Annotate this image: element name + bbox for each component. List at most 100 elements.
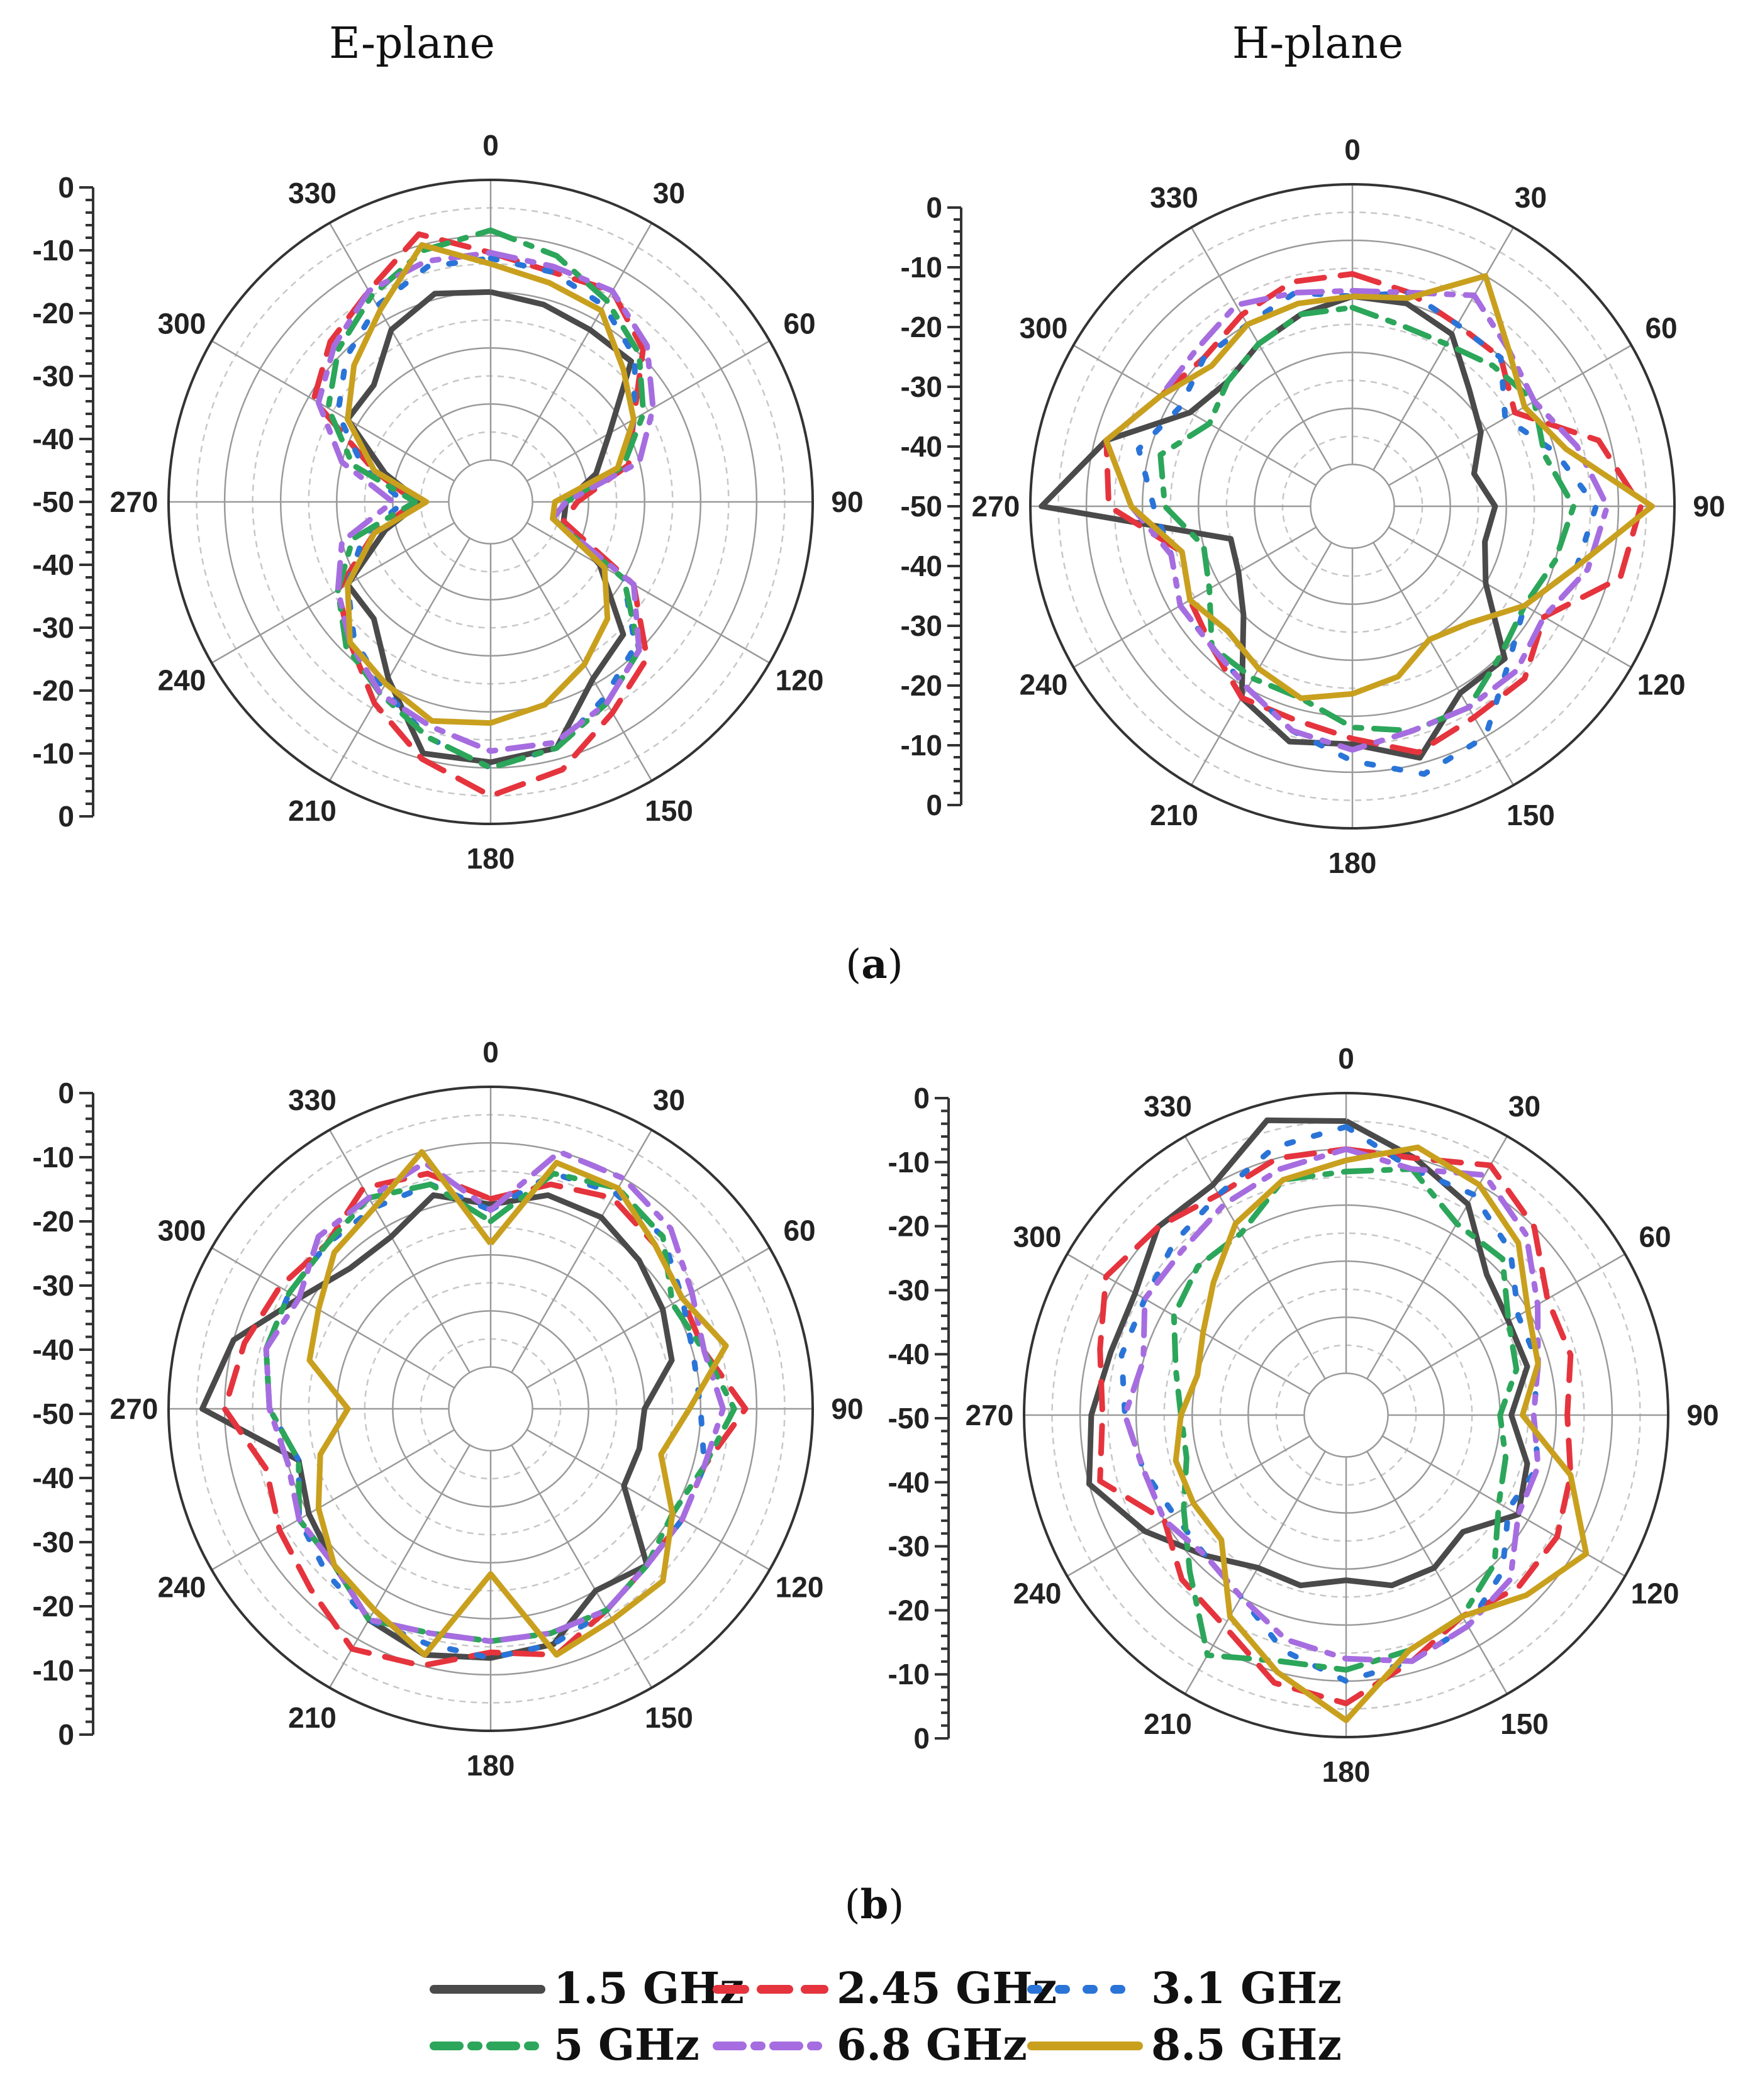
angle-label-30: 30: [1508, 1090, 1540, 1123]
scale-label: -40: [888, 1466, 930, 1499]
angle-label-180: 180: [1329, 847, 1377, 879]
angle-label-330: 330: [1150, 181, 1198, 214]
scale-label: -20: [33, 1590, 74, 1623]
angle-label-180: 180: [467, 842, 515, 875]
scale-label: -30: [901, 370, 942, 403]
scale-label: -40: [901, 550, 942, 582]
angle-label-120: 120: [1637, 669, 1686, 701]
scale-label: -40: [888, 1338, 930, 1370]
grid-ring-inner: [1303, 1372, 1389, 1458]
grid-spoke: [211, 522, 455, 664]
polar-panel-a-e-plane: 0 30 60 90 120 150 180 210 240 270 300 330 0 -10 -20 -3…: [33, 129, 864, 875]
legend-item-3-1-ghz: 3.1 GHz: [1027, 1964, 1342, 2014]
grid-spoke: [1373, 542, 1515, 786]
series-5-ghz-line: [1171, 1166, 1520, 1673]
series-1-5-ghz-line: [1039, 293, 1508, 761]
angle-label-120: 120: [776, 664, 824, 697]
scale-label: -50: [901, 490, 942, 523]
angle-label-90: 90: [831, 486, 863, 518]
grid-spoke: [511, 1129, 653, 1373]
legend-item-6-8-ghz: 6.8 GHz: [713, 2020, 1027, 2070]
outer-circle: [167, 1086, 814, 1732]
angle-label-240: 240: [158, 664, 206, 697]
series-1-5-ghz-line: [345, 289, 634, 765]
grid-spoke: [1072, 526, 1317, 669]
angle-label-30: 30: [653, 177, 685, 209]
scale-label: 0: [926, 191, 942, 224]
angle-label-270: 270: [972, 490, 1020, 523]
scale-label: -30: [888, 1530, 930, 1563]
grid-ring-inner: [448, 1366, 533, 1452]
series-8-5-ghz-line: [1173, 1144, 1590, 1723]
angle-label-210: 210: [1150, 799, 1198, 831]
column-title-h-plane: H-plane: [1232, 19, 1403, 69]
polar-panel-b-h-plane: 0 30 60 90 120 150 180 210 240 270 300 330 0 -10 -20 -3…: [888, 1042, 1719, 1788]
legend-label: 6.8 GHz: [837, 2020, 1027, 2070]
legend-label: 2.45 GHz: [837, 1964, 1057, 2014]
angle-label-150: 150: [1500, 1708, 1549, 1740]
angle-label-0: 0: [482, 129, 499, 162]
angle-label-120: 120: [776, 1571, 824, 1604]
scale-label: -20: [888, 1594, 930, 1626]
angle-label-180: 180: [1322, 1755, 1371, 1788]
grid-spoke: [211, 1247, 455, 1389]
angle-label-150: 150: [645, 794, 693, 827]
scale-label: -40: [33, 1333, 74, 1366]
scale-label: -10: [33, 1141, 74, 1174]
grid-spoke: [328, 222, 471, 466]
angle-label-30: 30: [1515, 181, 1547, 214]
grid-ring-inner: [448, 459, 533, 545]
series-8-5-ghz-line: [1103, 273, 1655, 701]
grid-spoke: [1366, 1135, 1508, 1379]
scale-label: -20: [33, 674, 74, 707]
angle-label-30: 30: [653, 1084, 685, 1116]
grid-spoke: [1066, 1435, 1310, 1577]
scale-label: -50: [33, 1397, 74, 1430]
scale-label: -10: [33, 737, 74, 770]
grid-spoke: [526, 1429, 771, 1571]
angle-label-150: 150: [1507, 799, 1555, 831]
legend-label: 3.1 GHz: [1151, 1964, 1342, 2014]
scale-label: -10: [901, 729, 942, 762]
angle-label-60: 60: [783, 308, 815, 340]
angle-label-330: 330: [288, 1084, 337, 1116]
scale-label: -20: [901, 669, 942, 702]
grid-spoke: [211, 1429, 455, 1571]
scale-label: -10: [888, 1146, 930, 1179]
angle-label-300: 300: [1020, 312, 1068, 345]
caption-a: (a): [845, 941, 903, 988]
series-8-5-ghz-line: [345, 242, 637, 726]
caption-b: (b): [845, 1881, 905, 1928]
legend: 1.5 GHz 2.45 GHz 3.1 GHz 5 GHz 6.8 GHz 8.5 GH…: [430, 1964, 1342, 2070]
polar-panel-a-h-plane: 0 30 60 90 120 150 180 210 240 270 300 330 0 -10 -20 -3…: [901, 133, 1725, 879]
angle-label-210: 210: [288, 794, 337, 827]
angle-label-60: 60: [1639, 1221, 1671, 1253]
grid-spoke: [526, 340, 771, 482]
angle-label-60: 60: [1645, 312, 1677, 345]
angle-label-270: 270: [966, 1399, 1014, 1431]
angle-label-240: 240: [1020, 669, 1068, 701]
scale-label: 0: [58, 171, 74, 204]
scale-label: -40: [33, 423, 74, 455]
grid-spoke: [511, 538, 653, 782]
scale-label: -30: [33, 360, 74, 392]
column-title-e-plane: E-plane: [329, 19, 495, 69]
grid-spoke: [1388, 526, 1632, 669]
legend-item-1-5-ghz: 1.5 GHz: [430, 1964, 744, 2014]
series-2-45-ghz-line: [1103, 271, 1644, 755]
scale-label: -30: [888, 1274, 930, 1306]
polar-panels: 03060901201501802102402703003300-10-20-3…: [33, 129, 1725, 1788]
angle-label-240: 240: [1013, 1577, 1062, 1610]
scale-label: -10: [888, 1658, 930, 1691]
series-6-8-ghz-line: [315, 250, 656, 754]
scale-label: -20: [888, 1210, 930, 1243]
scale-label: 0: [58, 1077, 74, 1109]
series-6-8-ghz-line: [263, 1149, 726, 1644]
angle-label-270: 270: [110, 1392, 159, 1425]
series-1-5-ghz-line: [1086, 1117, 1530, 1589]
grid-spoke: [526, 1247, 771, 1389]
scale-label: 0: [926, 789, 942, 821]
grid-spoke: [1382, 1253, 1626, 1395]
angle-label-330: 330: [1144, 1090, 1192, 1123]
